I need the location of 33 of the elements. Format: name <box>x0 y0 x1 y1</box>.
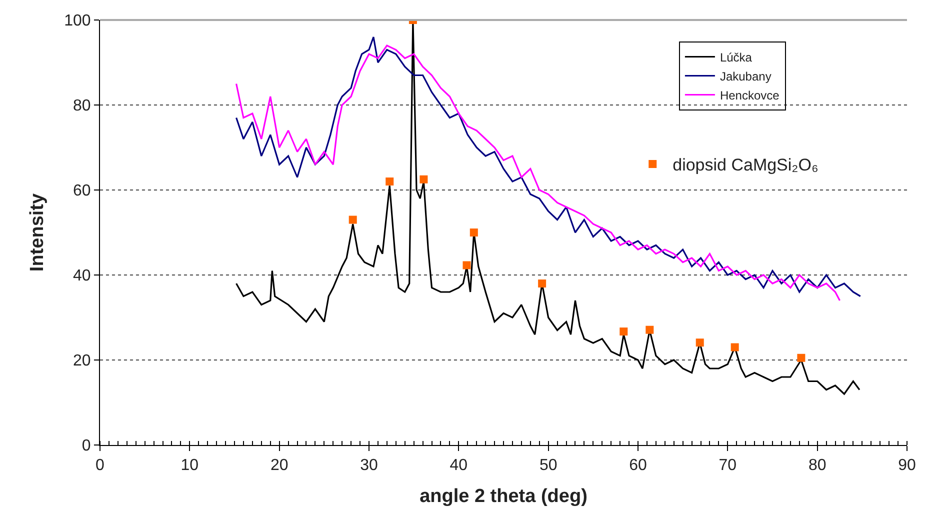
x-tick-label: 40 <box>450 457 468 474</box>
x-tick-label: 0 <box>96 457 105 474</box>
y-tick-label: 40 <box>73 268 91 285</box>
x-tick-label: 90 <box>898 457 916 474</box>
point <box>462 261 471 270</box>
x-axis-title: angle 2 theta (deg) <box>420 486 588 507</box>
y-tick-label: 20 <box>73 352 91 370</box>
y-tick-label: 60 <box>73 182 91 200</box>
point <box>696 338 704 347</box>
legend-label: Henckovce <box>720 88 780 102</box>
x-tick-label: 60 <box>629 457 647 474</box>
point <box>348 216 357 224</box>
x-tick-label: 80 <box>808 457 826 474</box>
x-tick-label: 10 <box>180 457 199 474</box>
legend-label: Jakubany <box>720 69 772 84</box>
point <box>538 280 546 288</box>
point <box>470 228 478 236</box>
point <box>386 178 394 186</box>
y-tick-label: 80 <box>73 98 91 115</box>
point <box>620 328 628 336</box>
x-tick-label: 50 <box>539 457 558 474</box>
legend-label: Lúčka <box>720 50 752 64</box>
y-axis-title: Intensity <box>26 193 48 272</box>
point <box>646 326 654 334</box>
point <box>797 354 806 362</box>
y-tick-label: 0 <box>82 438 91 455</box>
y-tick-label: 100 <box>64 12 91 30</box>
point <box>730 343 739 352</box>
x-tick-label: 30 <box>360 457 378 474</box>
x-tick-label: 20 <box>270 457 288 474</box>
legend-label: diopsid CaMgSi₂O₆ <box>672 156 818 175</box>
point <box>420 175 428 184</box>
x-tick-label: 70 <box>718 457 737 474</box>
